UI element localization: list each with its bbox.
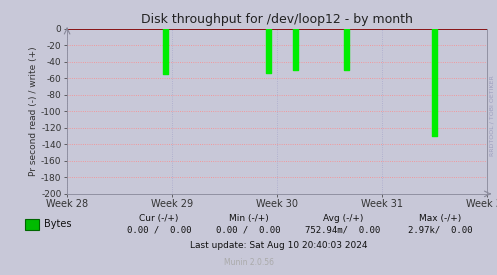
- Text: Cur (-/+): Cur (-/+): [139, 214, 179, 223]
- Text: 2.97k/  0.00: 2.97k/ 0.00: [408, 225, 472, 234]
- Text: Last update: Sat Aug 10 20:40:03 2024: Last update: Sat Aug 10 20:40:03 2024: [189, 241, 367, 250]
- Text: Min (-/+): Min (-/+): [229, 214, 268, 223]
- Text: Bytes: Bytes: [44, 219, 71, 229]
- Y-axis label: Pr second read (-) / write (+): Pr second read (-) / write (+): [29, 46, 38, 176]
- Text: RRDTOOL / TOBI OETIKER: RRDTOOL / TOBI OETIKER: [490, 75, 495, 156]
- Text: 0.00 /  0.00: 0.00 / 0.00: [127, 225, 191, 234]
- Text: 752.94m/  0.00: 752.94m/ 0.00: [305, 225, 381, 234]
- Text: Max (-/+): Max (-/+): [418, 214, 461, 223]
- Text: Munin 2.0.56: Munin 2.0.56: [224, 258, 273, 267]
- Text: 0.00 /  0.00: 0.00 / 0.00: [216, 225, 281, 234]
- Text: Avg (-/+): Avg (-/+): [323, 214, 363, 223]
- Title: Disk throughput for /dev/loop12 - by month: Disk throughput for /dev/loop12 - by mon…: [141, 13, 413, 26]
